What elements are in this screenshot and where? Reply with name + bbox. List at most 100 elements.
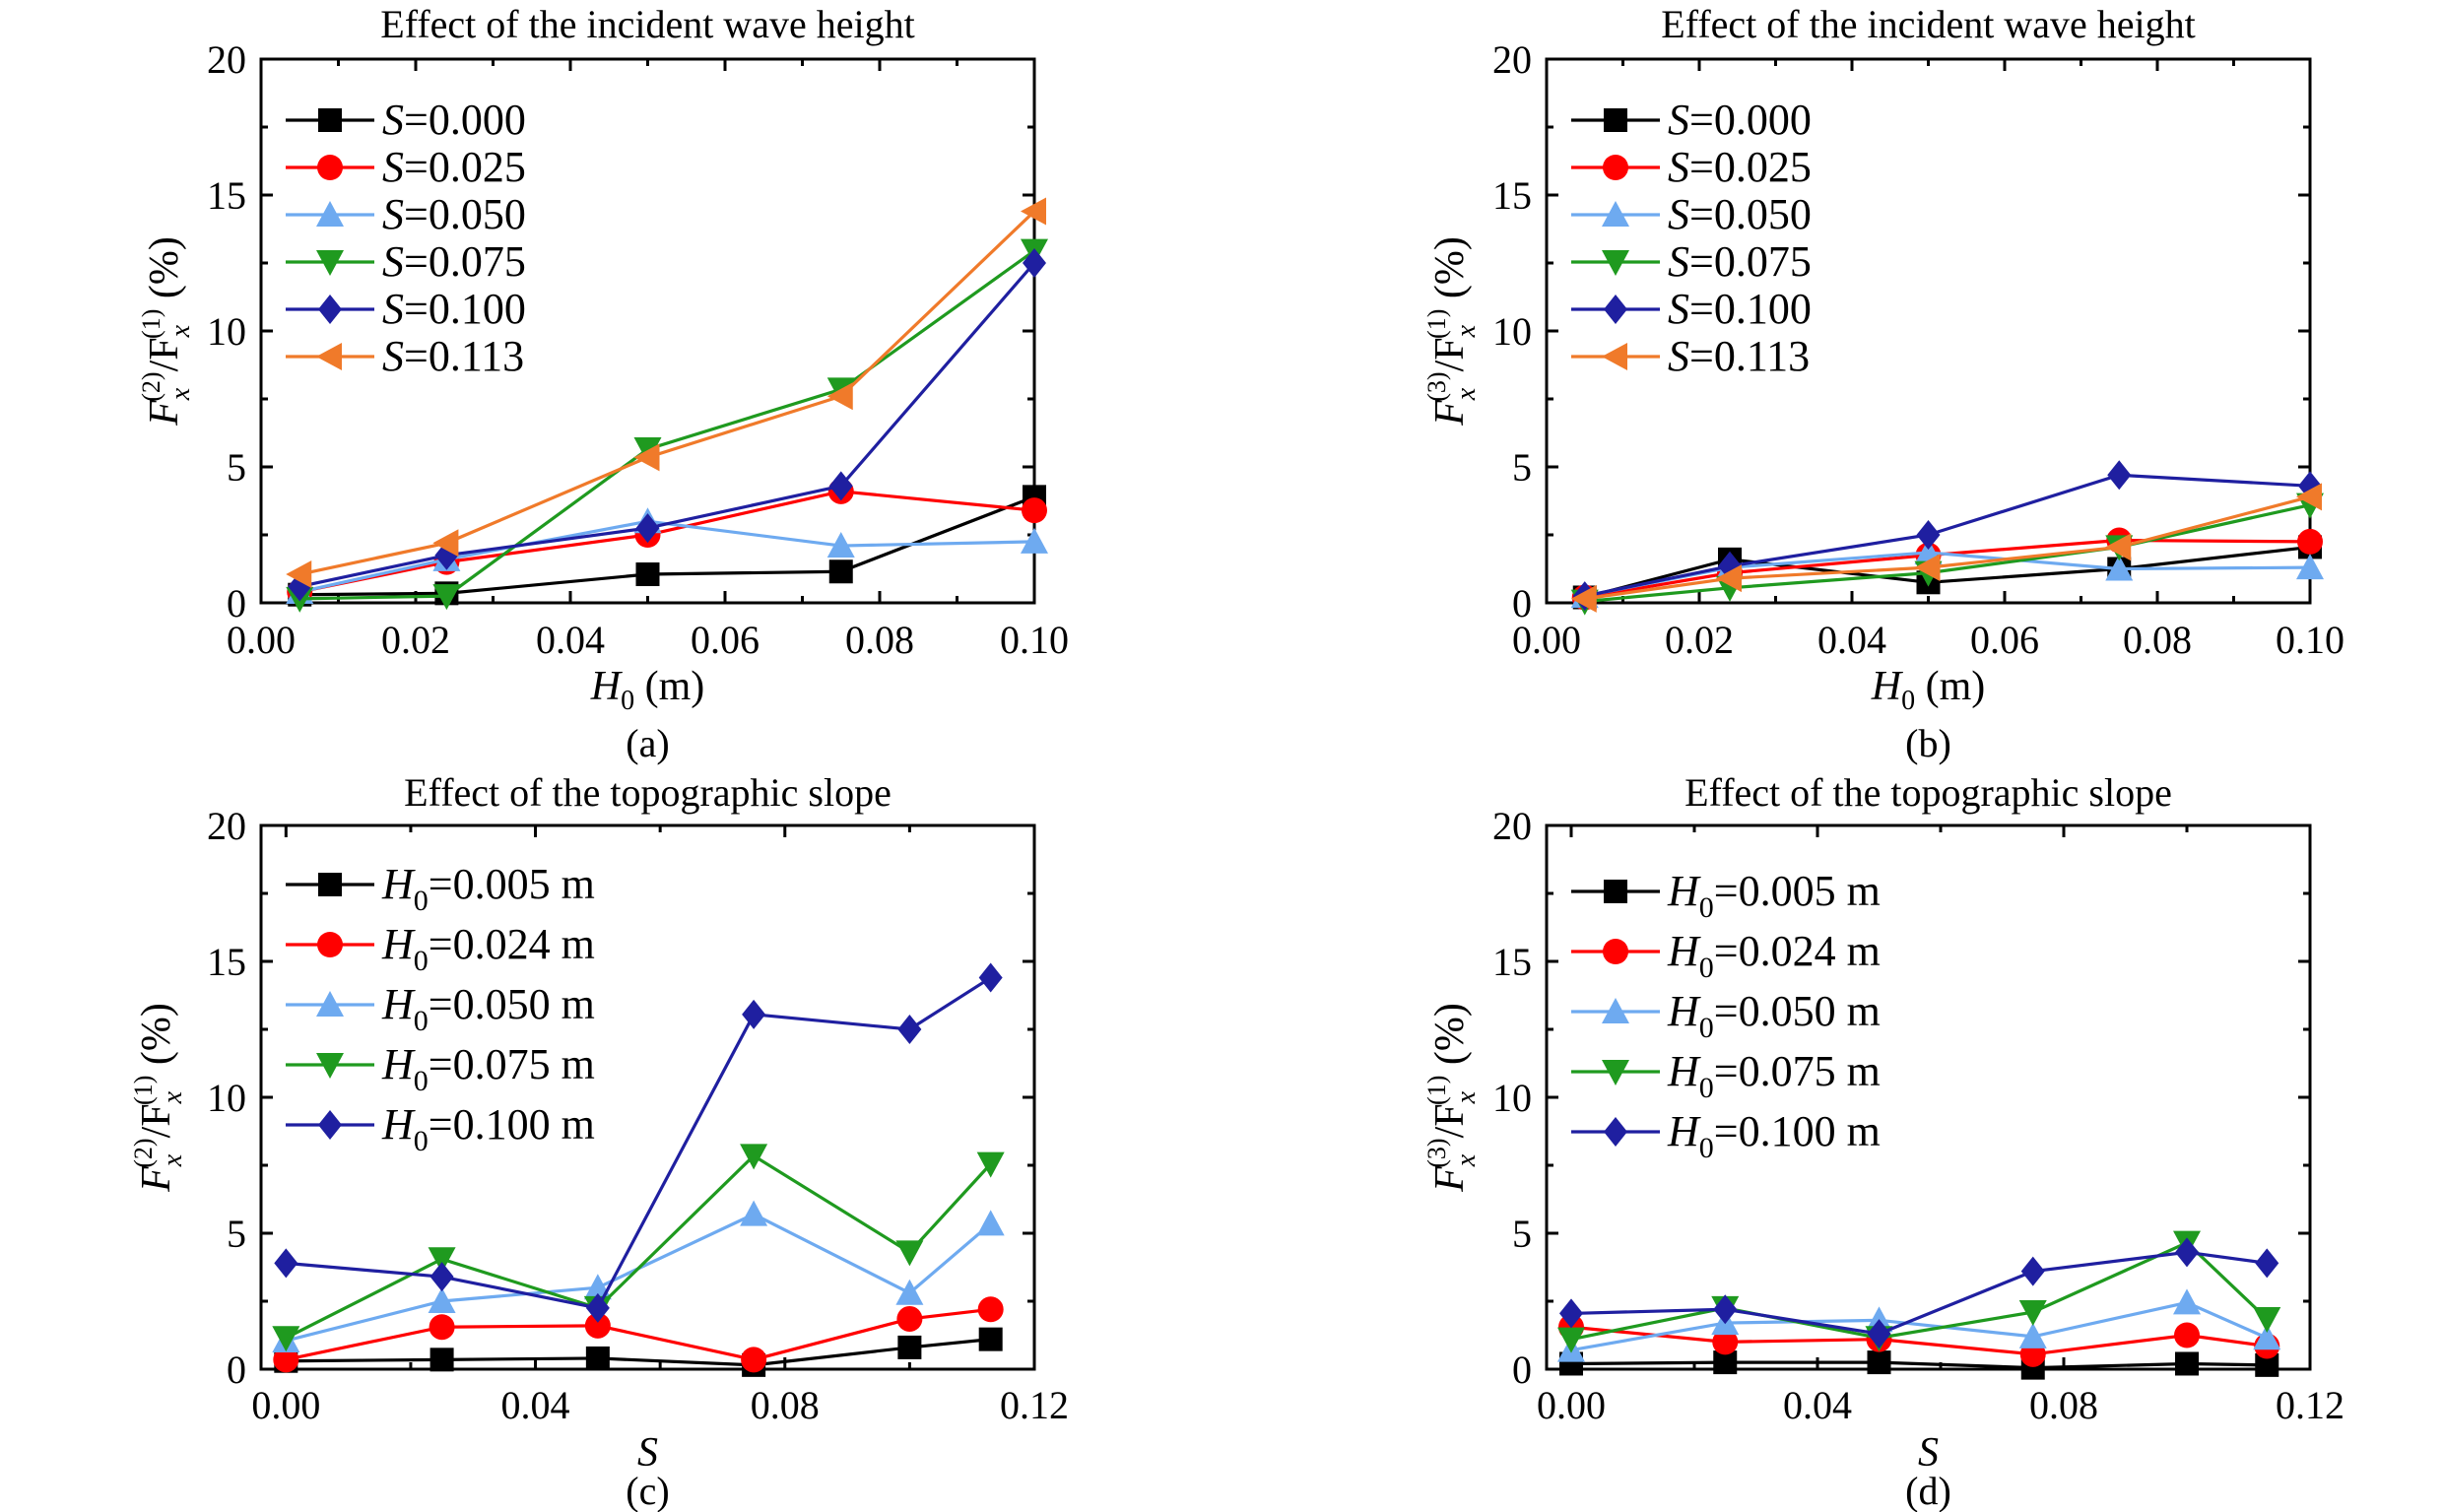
data-point — [429, 1262, 454, 1292]
data-point — [826, 532, 855, 559]
x-tick-label: 0.06 — [691, 618, 760, 662]
data-point — [2018, 1300, 2047, 1327]
data-point — [828, 559, 853, 584]
legend-entry: S=0.075 — [1668, 237, 1812, 286]
legend-marker — [318, 295, 342, 324]
chart-panel-b: Effect of the incident wave height 0 5 10 15… — [1422, 2, 2345, 765]
legend-marker — [318, 873, 342, 896]
data-point — [274, 1248, 298, 1279]
x-tick-label: 0.04 — [1783, 1383, 1852, 1427]
legend-entry: S=0.025 — [382, 143, 526, 191]
data-point — [2253, 1324, 2281, 1350]
legend-entry: S=0.000 — [1668, 96, 1812, 144]
series-line-1 — [298, 490, 1035, 594]
data-point — [976, 1151, 1005, 1178]
legend-entry: H0=0.024 m — [1667, 927, 1881, 984]
data-point — [273, 1347, 299, 1373]
series-line-0 — [299, 494, 1035, 597]
y-tick-label: 5 — [227, 1212, 246, 1256]
data-point — [1023, 248, 1046, 278]
data-point — [635, 513, 660, 544]
legend-marker — [1604, 108, 1627, 132]
legend-entry: S=0.000 — [382, 96, 526, 144]
data-point — [429, 1314, 455, 1341]
data-point — [2175, 1351, 2199, 1376]
chart-title: Effect of the topographic slope — [404, 770, 892, 815]
data-point — [1021, 197, 1046, 226]
legend-marker — [1603, 939, 1628, 964]
series-line-1 — [1570, 1325, 2268, 1356]
plot-frame — [1545, 823, 2312, 1371]
y-tick-label: 15 — [1492, 940, 1532, 984]
legend-entry: S=0.113 — [1668, 332, 1810, 380]
x-tick-label: 0.08 — [845, 618, 914, 662]
data-point — [1716, 564, 1742, 593]
y-tick-label: 5 — [227, 445, 246, 490]
legend: S=0.000S=0.025S=0.050S=0.075S=0.100S=0.1… — [286, 96, 526, 380]
data-point — [1557, 1327, 1585, 1353]
chart-title: Effect of the topographic slope — [1684, 770, 2172, 815]
legend-entry: H0=0.075 m — [381, 1040, 595, 1097]
data-point — [897, 1015, 922, 1044]
data-point — [2175, 1237, 2199, 1268]
legend-entry: S=0.100 — [1668, 285, 1812, 333]
y-tick-label: 20 — [207, 804, 246, 848]
data-point — [741, 1347, 767, 1373]
data-point — [2105, 533, 2132, 561]
data-point — [635, 562, 660, 587]
series-line-2 — [1570, 1300, 2268, 1352]
legend-marker — [316, 1053, 344, 1079]
panel-caption: (b) — [1905, 721, 1951, 765]
data-point — [2174, 1322, 2200, 1348]
y-axis-label: Fx(3)/Fx(1) (%) — [1422, 236, 1482, 427]
data-point — [976, 1210, 1005, 1236]
legend-entry: H0=0.005 m — [381, 860, 595, 917]
chart-title: Effect of the incident wave height — [380, 2, 914, 46]
x-tick-label: 0.04 — [501, 1383, 570, 1427]
data-point — [2296, 554, 2324, 580]
y-tick-label: 10 — [207, 309, 246, 354]
series-line-1 — [285, 1307, 991, 1361]
y-tick-label: 15 — [207, 940, 246, 984]
data-point — [585, 1346, 610, 1370]
y-axis-label: Fx(2)/Fx(1) (%) — [129, 1003, 188, 1193]
legend-entry: H0=0.005 m — [1667, 867, 1881, 924]
legend-marker — [316, 201, 344, 227]
legend-marker — [1602, 998, 1629, 1023]
chart-panel-a: Effect of the incident wave height 0 5 10 15… — [137, 2, 1069, 765]
legend-marker — [316, 991, 344, 1017]
legend-marker — [1604, 880, 1627, 903]
chart-panel-d: Effect of the topographic slope 0 5 10 15 20 0… — [1422, 770, 2345, 1512]
data-point — [429, 1348, 454, 1372]
data-point — [432, 584, 461, 611]
legend-marker — [316, 250, 344, 276]
data-point — [978, 962, 1003, 993]
data-point — [826, 382, 853, 411]
series-line-0 — [1570, 1360, 2268, 1370]
x-tick-label: 0.04 — [536, 618, 605, 662]
legend: H0=0.005 mH0=0.024 mH0=0.050 mH0=0.075 m… — [286, 860, 595, 1157]
legend-entry: S=0.050 — [1668, 190, 1812, 238]
data-point — [432, 529, 459, 558]
data-point — [2107, 460, 2132, 491]
legend-entry: H0=0.050 m — [1667, 987, 1881, 1044]
data-point — [1022, 497, 1047, 524]
legend-marker — [1604, 1117, 1627, 1147]
y-tick-label: 0 — [1512, 581, 1532, 625]
data-point — [1914, 554, 1941, 582]
y-tick-label: 10 — [1492, 1076, 1532, 1120]
series-line-5 — [1584, 494, 2311, 601]
data-point — [2018, 1322, 2047, 1348]
chart-title: Effect of the incident wave height — [1661, 2, 2195, 46]
x-axis-label: S — [637, 1430, 658, 1476]
legend-marker — [1604, 295, 1627, 324]
y-tick-label: 5 — [1512, 1212, 1532, 1256]
data-point — [2296, 483, 2322, 511]
chart-panel-c: Effect of the topographic slope 0 5 10 15 20 0… — [129, 770, 1069, 1512]
y-tick-label: 0 — [1512, 1348, 1532, 1392]
legend-marker — [317, 932, 343, 957]
y-tick-label: 0 — [227, 1348, 246, 1392]
x-tick-label: 0.00 — [1537, 1383, 1606, 1427]
x-axis-label: S — [1918, 1430, 1939, 1476]
x-tick-label: 0.12 — [2276, 1383, 2345, 1427]
